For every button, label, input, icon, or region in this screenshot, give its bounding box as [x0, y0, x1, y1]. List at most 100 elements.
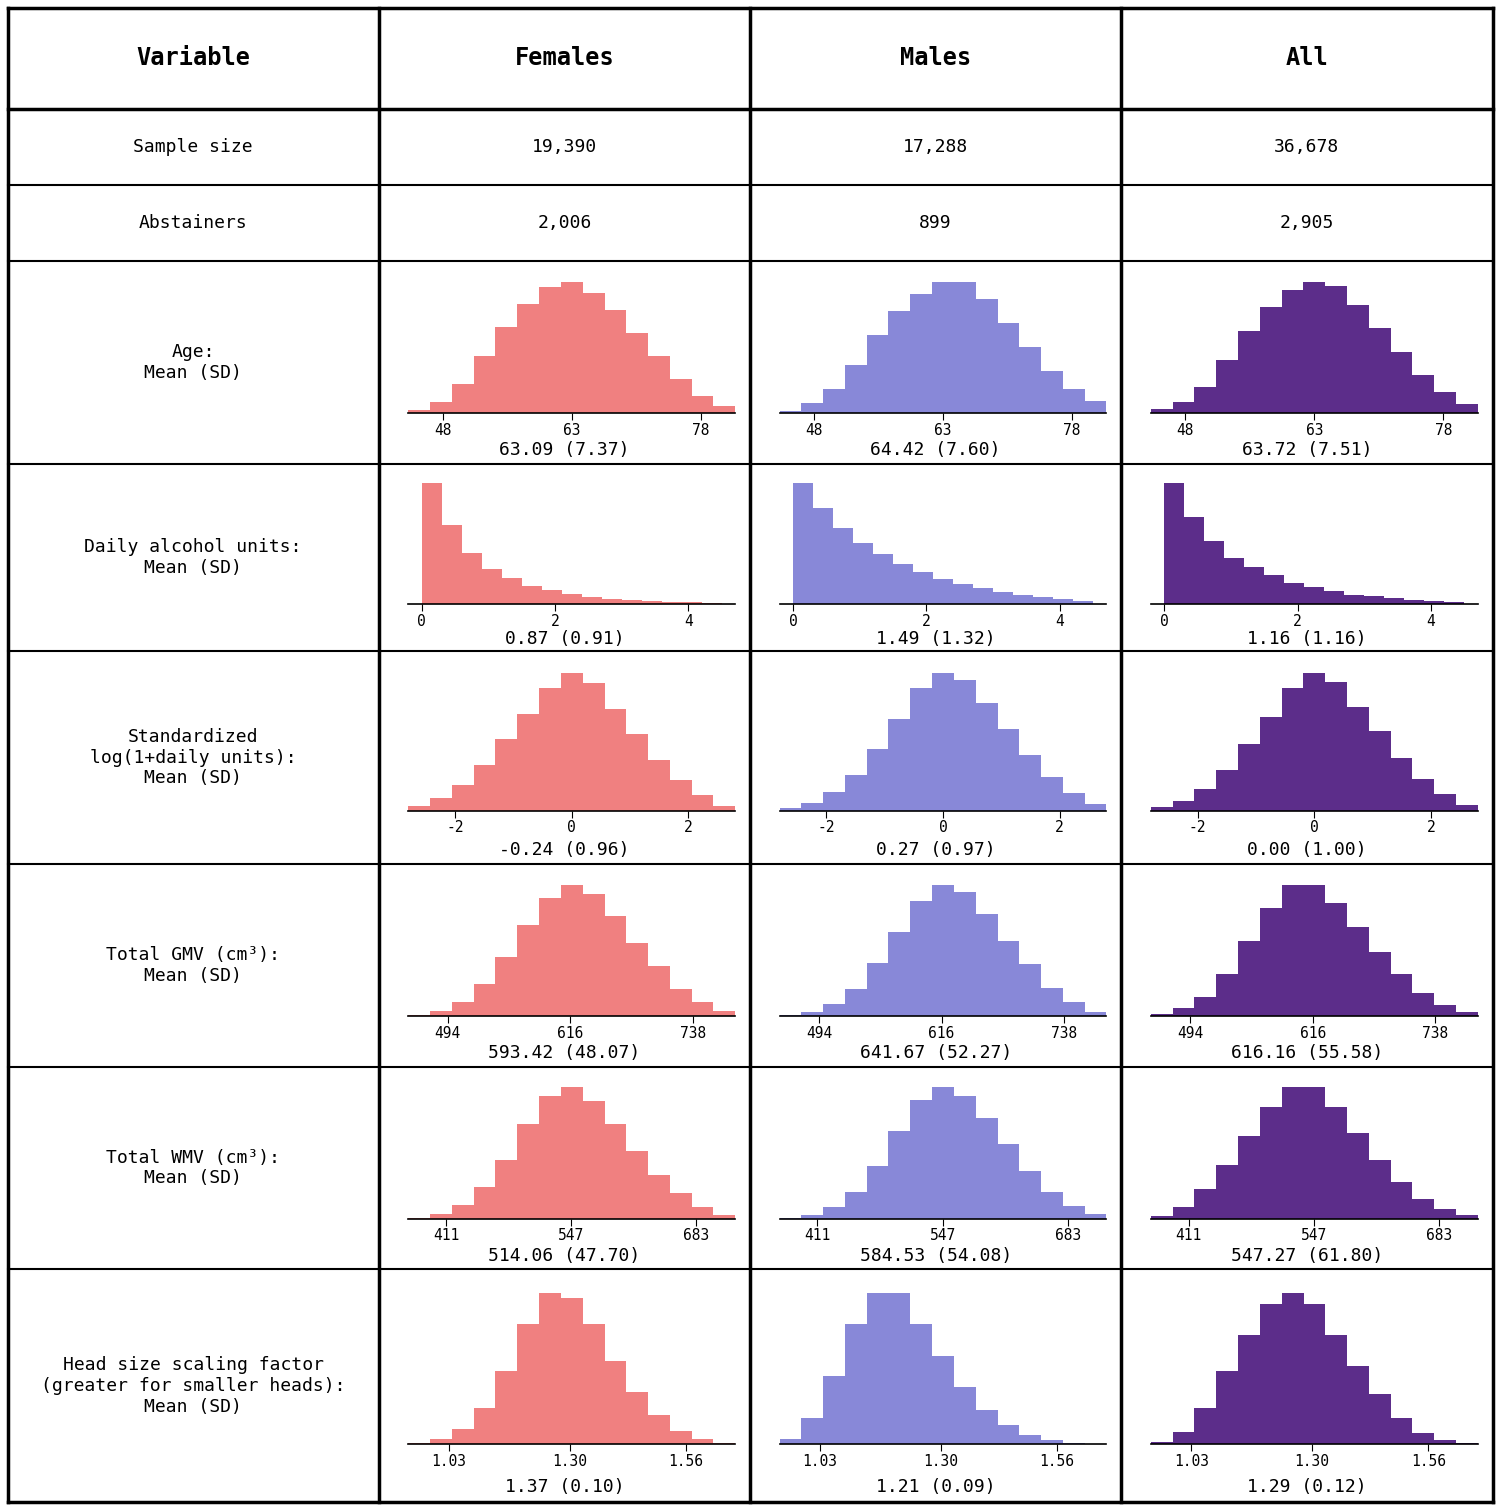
Bar — [1324, 683, 1347, 811]
Bar — [824, 1208, 844, 1219]
Bar — [1434, 1441, 1456, 1444]
Text: 0.87 (0.91): 0.87 (0.91) — [504, 630, 624, 648]
Bar — [844, 365, 867, 412]
Bar — [518, 305, 538, 412]
Bar — [1173, 800, 1194, 811]
Text: Sample size: Sample size — [134, 137, 254, 156]
Bar — [1194, 1407, 1216, 1444]
Text: Total WMV (cm³):
Mean (SD): Total WMV (cm³): Mean (SD) — [106, 1149, 280, 1187]
Bar — [1150, 409, 1173, 412]
Bar — [1173, 1431, 1194, 1444]
Bar — [582, 1324, 604, 1444]
Bar — [518, 926, 538, 1016]
Bar — [1444, 602, 1464, 604]
Text: 593.42 (48.07): 593.42 (48.07) — [489, 1045, 640, 1063]
Bar — [648, 1415, 670, 1444]
Bar — [1324, 590, 1344, 604]
Bar — [1194, 790, 1216, 811]
Bar — [1347, 707, 1370, 811]
Bar — [626, 734, 648, 811]
Bar — [482, 569, 502, 604]
Bar — [1013, 595, 1034, 604]
Bar — [1368, 1394, 1390, 1444]
Text: Total GMV (cm³):
Mean (SD): Total GMV (cm³): Mean (SD) — [106, 945, 280, 985]
Bar — [522, 586, 542, 604]
Bar — [714, 1442, 735, 1444]
Bar — [1434, 794, 1456, 811]
Bar — [1304, 1087, 1326, 1219]
Bar — [1456, 403, 1478, 412]
Text: Age:
Mean (SD): Age: Mean (SD) — [144, 343, 242, 382]
Bar — [714, 806, 735, 811]
Bar — [452, 385, 474, 412]
Bar — [867, 1166, 888, 1219]
Bar — [430, 799, 451, 811]
Bar — [1238, 331, 1260, 412]
Text: 63.72 (7.51): 63.72 (7.51) — [1242, 441, 1372, 459]
Bar — [1216, 1166, 1237, 1219]
Bar — [867, 335, 888, 412]
Bar — [888, 1293, 910, 1444]
Bar — [801, 1216, 824, 1219]
Bar — [910, 689, 933, 811]
Bar — [681, 602, 702, 604]
Bar — [1390, 758, 1413, 811]
Bar — [1216, 361, 1237, 412]
Bar — [1238, 941, 1260, 1016]
Bar — [1324, 903, 1347, 1016]
Bar — [669, 1430, 692, 1444]
Text: 1.49 (1.32): 1.49 (1.32) — [876, 630, 996, 648]
Text: 616.16 (55.58): 616.16 (55.58) — [1230, 1045, 1383, 1063]
Bar — [1456, 1012, 1478, 1016]
Bar — [1019, 1170, 1041, 1219]
Bar — [1347, 927, 1370, 1016]
Bar — [833, 528, 854, 604]
Bar — [932, 885, 954, 1016]
Bar — [1404, 599, 1425, 604]
Bar — [952, 584, 974, 604]
Bar — [1390, 352, 1413, 412]
Bar — [1368, 1160, 1390, 1219]
Bar — [1041, 371, 1064, 412]
Bar — [1384, 598, 1404, 604]
Bar — [452, 785, 474, 811]
Bar — [1281, 689, 1304, 811]
Bar — [1260, 717, 1281, 811]
Bar — [642, 601, 662, 604]
Text: 1.37 (0.10): 1.37 (0.10) — [504, 1478, 624, 1496]
Bar — [1281, 1293, 1304, 1444]
Bar — [692, 1439, 714, 1444]
Bar — [582, 293, 604, 412]
Bar — [1062, 390, 1084, 412]
Text: 1.21 (0.09): 1.21 (0.09) — [876, 1478, 996, 1496]
Bar — [474, 1407, 495, 1444]
Bar — [441, 525, 462, 604]
Bar — [853, 544, 873, 604]
Bar — [1368, 731, 1390, 811]
Bar — [1456, 1214, 1478, 1219]
Bar — [888, 719, 910, 811]
Bar — [452, 1205, 474, 1219]
Bar — [813, 507, 832, 604]
Bar — [495, 328, 517, 412]
Text: Head size scaling factor
(greater for smaller heads):
Mean (SD): Head size scaling factor (greater for sm… — [40, 1356, 345, 1416]
Text: Females: Females — [514, 47, 615, 71]
Bar — [495, 1371, 517, 1444]
Bar — [1260, 1303, 1281, 1444]
Bar — [824, 1004, 844, 1016]
Bar — [1281, 885, 1304, 1016]
Bar — [1150, 1015, 1173, 1016]
Bar — [888, 311, 910, 412]
Bar — [910, 900, 933, 1016]
Bar — [954, 1096, 976, 1219]
Bar — [1019, 755, 1041, 811]
Bar — [518, 1324, 538, 1444]
Bar — [1281, 1087, 1304, 1219]
Bar — [1041, 1193, 1064, 1219]
Bar — [561, 1087, 584, 1219]
Bar — [1434, 1210, 1456, 1219]
Bar — [867, 1293, 888, 1444]
Bar — [998, 1145, 1020, 1219]
Text: 584.53 (54.08): 584.53 (54.08) — [859, 1247, 1011, 1265]
Bar — [888, 932, 910, 1016]
